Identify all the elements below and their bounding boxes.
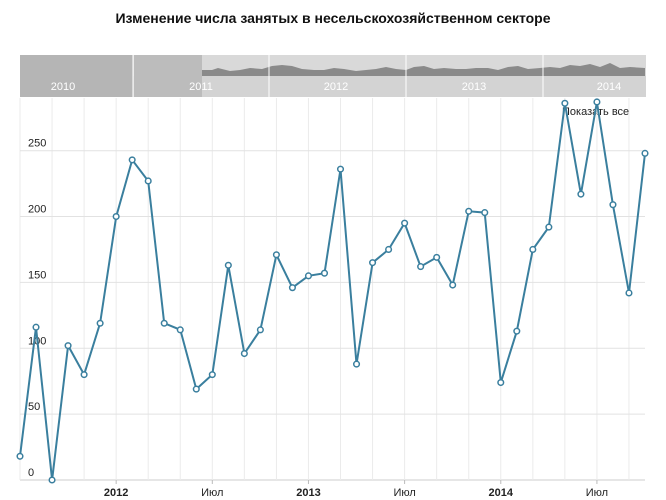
data-point[interactable] — [208, 371, 216, 379]
data-point[interactable] — [144, 177, 152, 185]
navigator[interactable]: 2010 2011 2012 2013 2014 — [20, 55, 646, 97]
data-point[interactable] — [32, 323, 40, 331]
x-axis: 2012 Июл 2013 Июл 2014 Июл — [104, 480, 608, 499]
data-point[interactable] — [417, 263, 425, 271]
x-tick-label: 2012 — [104, 487, 128, 499]
navigator-year-label: 2011 — [189, 81, 213, 93]
data-point[interactable] — [16, 452, 24, 460]
data-point[interactable] — [64, 342, 72, 350]
navigator-year-label: 2014 — [597, 81, 621, 93]
data-point[interactable] — [352, 360, 361, 368]
data-point[interactable] — [625, 289, 633, 297]
data-point[interactable] — [320, 269, 329, 277]
data-point[interactable] — [641, 149, 649, 157]
data-point[interactable] — [128, 156, 136, 164]
data-point[interactable] — [385, 245, 393, 254]
series — [16, 98, 649, 484]
navigator-preview — [202, 63, 645, 76]
data-point[interactable] — [593, 98, 601, 106]
x-tick-label: Июл — [201, 487, 223, 499]
y-tick-label: 50 — [28, 401, 40, 413]
x-tick-label: Июл — [586, 487, 608, 499]
data-point[interactable] — [433, 253, 441, 261]
y-tick-label: 200 — [28, 204, 46, 216]
data-point[interactable] — [224, 261, 232, 269]
data-point[interactable] — [160, 319, 168, 327]
data-point[interactable] — [529, 245, 537, 254]
data-point[interactable] — [272, 251, 280, 259]
data-point[interactable] — [577, 190, 585, 198]
data-point[interactable] — [176, 326, 184, 334]
data-point[interactable] — [481, 209, 489, 217]
data-point[interactable] — [96, 319, 104, 327]
data-point[interactable] — [545, 223, 553, 231]
data-point[interactable] — [609, 201, 617, 209]
data-point[interactable] — [112, 213, 120, 221]
data-point[interactable] — [288, 284, 296, 292]
data-point[interactable] — [80, 371, 88, 379]
data-point[interactable] — [465, 207, 473, 215]
y-tick-label: 150 — [28, 269, 46, 281]
navigator-year-label: 2010 — [51, 81, 75, 93]
y-tick-label: 0 — [28, 467, 34, 479]
navigator-year-label: 2012 — [324, 81, 348, 93]
x-tick-label: 2014 — [489, 487, 514, 499]
navigator-band-2010 — [20, 76, 133, 97]
data-point[interactable] — [192, 385, 200, 393]
data-point[interactable] — [304, 272, 313, 280]
data-point[interactable] — [369, 259, 377, 267]
grid — [19, 98, 645, 481]
series-line — [19, 101, 646, 481]
data-point[interactable] — [48, 476, 56, 484]
data-point[interactable] — [513, 327, 521, 335]
data-point[interactable] — [497, 378, 505, 387]
navigator-year-label: 2013 — [462, 81, 486, 93]
data-point[interactable] — [336, 165, 345, 173]
data-point[interactable] — [401, 219, 409, 227]
data-point[interactable] — [240, 349, 248, 358]
data-point[interactable] — [256, 326, 264, 334]
x-tick-label: Июл — [393, 487, 415, 499]
data-point[interactable] — [561, 99, 569, 107]
navigator-band-2011 — [134, 76, 202, 97]
y-tick-label: 250 — [28, 138, 46, 150]
x-tick-label: 2013 — [296, 487, 320, 499]
data-point[interactable] — [449, 281, 457, 289]
chart-title: Изменение числа занятых в несельскохозяй… — [115, 10, 551, 26]
